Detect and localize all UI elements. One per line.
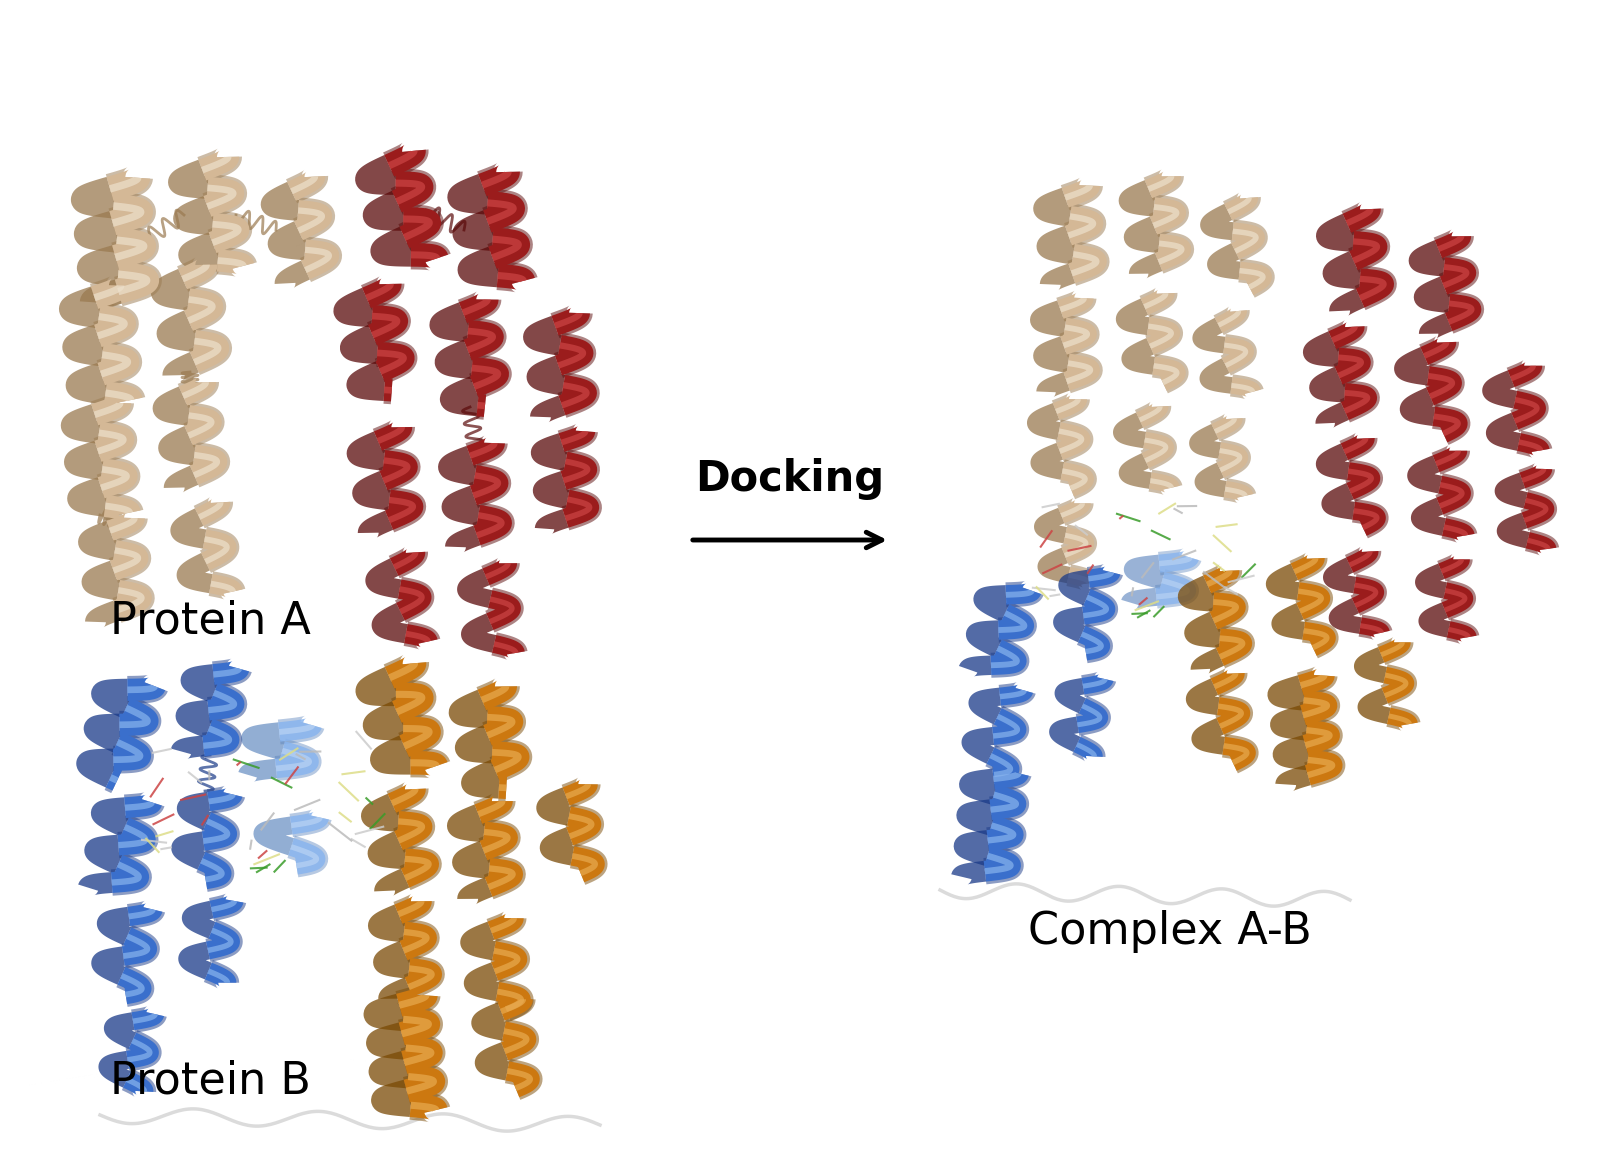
Text: Complex A-B: Complex A-B <box>1029 910 1312 953</box>
Text: Protein A: Protein A <box>109 600 310 643</box>
Text: Docking: Docking <box>696 459 885 500</box>
Text: Protein B: Protein B <box>109 1060 310 1104</box>
